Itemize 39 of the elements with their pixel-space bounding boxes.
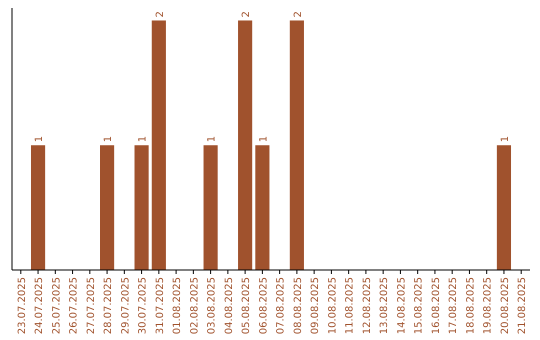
x-tick-label: 25.07.2025 [51, 277, 62, 334]
data-label: 1 [258, 136, 270, 142]
x-tick-label: 08.08.2025 [292, 277, 304, 334]
x-tick-label: 18.08.2025 [465, 277, 476, 334]
x-tick-label: 02.08.2025 [189, 277, 200, 334]
x-tick-label: 10.08.2025 [327, 277, 338, 334]
x-tick-label: 26.07.2025 [68, 277, 80, 334]
x-tick-label: 07.08.2025 [276, 277, 287, 334]
x-tick-label: 14.08.2025 [396, 277, 408, 334]
x-tick-label: 11.08.2025 [344, 277, 356, 334]
data-label: 1 [500, 136, 511, 142]
data-label: 1 [34, 136, 46, 142]
x-tick-label: 31.07.2025 [154, 277, 166, 334]
x-tick-label: 28.07.2025 [103, 277, 114, 334]
data-label: 2 [154, 11, 166, 18]
x-tick-label: 20.08.2025 [500, 277, 511, 334]
x-tick-label: 29.07.2025 [120, 277, 132, 334]
x-tick-label: 21.08.2025 [517, 277, 528, 334]
x-tick-label: 05.08.2025 [241, 277, 252, 334]
data-label: 1 [103, 136, 114, 142]
x-tick-label: 27.07.2025 [86, 277, 97, 334]
data-label: 1 [138, 136, 149, 142]
x-tick-label: 30.07.2025 [138, 277, 149, 334]
x-tick-label: 24.07.2025 [34, 277, 46, 334]
x-tick-label: 15.08.2025 [414, 277, 425, 334]
x-tick-label: 23.07.2025 [16, 277, 28, 334]
data-label: 1 [206, 136, 218, 142]
x-tick-label: 04.08.2025 [224, 277, 235, 334]
x-tick-label: 12.08.2025 [362, 277, 373, 334]
x-tick-label: 03.08.2025 [206, 277, 218, 334]
x-tick-label: 09.08.2025 [310, 277, 322, 334]
data-label: 2 [292, 11, 304, 18]
x-tick-label: 13.08.2025 [379, 277, 390, 334]
x-tick-label: 01.08.2025 [172, 277, 184, 334]
x-tick-label: 19.08.2025 [482, 277, 494, 334]
x-tick-label: 16.08.2025 [430, 277, 442, 334]
data-label: 2 [241, 11, 252, 18]
x-tick-label: 06.08.2025 [258, 277, 270, 334]
x-tick-label: 17.08.2025 [448, 277, 460, 334]
